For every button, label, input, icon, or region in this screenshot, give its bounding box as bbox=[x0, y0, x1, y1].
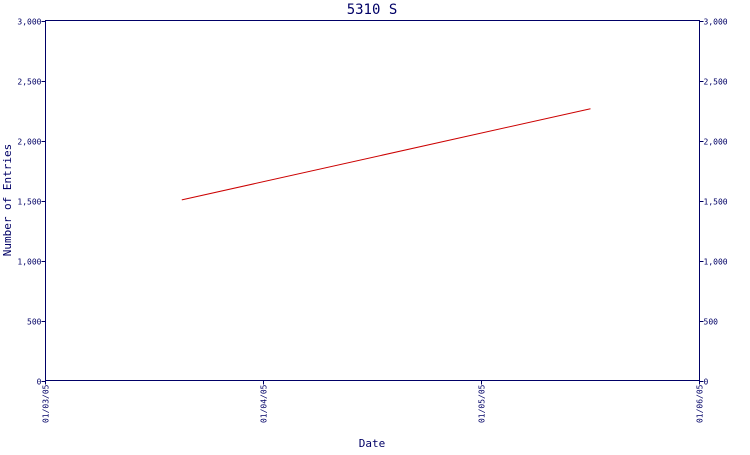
y-tick-label-right: 3,000 bbox=[704, 18, 728, 27]
axis-ticks: 0 0 500 500 1,000 1,000 1,500 1,500 2,000 2,000 2,… bbox=[17, 18, 727, 424]
y-tick-label-left: 3,000 bbox=[17, 18, 41, 27]
x-tick-label: 01/03/05 bbox=[42, 384, 51, 423]
y-tick-label-right: 2,500 bbox=[704, 78, 728, 87]
x-axis-title: Date bbox=[359, 437, 386, 450]
series-layer bbox=[181, 108, 591, 201]
x-tick-label: 01/05/05 bbox=[478, 384, 487, 423]
y-tick-label-right: 1,500 bbox=[704, 198, 728, 207]
y-tick-label-left: 500 bbox=[27, 318, 42, 327]
y-tick-label-left: 0 bbox=[37, 378, 42, 387]
x-tick-label: 01/06/05 bbox=[696, 384, 705, 423]
y-tick-label-left: 1,000 bbox=[17, 258, 41, 267]
y-tick-label-right: 500 bbox=[704, 318, 719, 327]
x-tick-label: 01/04/05 bbox=[260, 384, 269, 423]
y-tick-label-left: 2,500 bbox=[17, 78, 41, 87]
plot-area bbox=[45, 20, 700, 381]
series-line bbox=[181, 108, 591, 201]
y-axis-title: Number of Entries bbox=[1, 144, 14, 257]
y-tick-label-left: 1,500 bbox=[17, 198, 41, 207]
y-tick-label-left: 2,000 bbox=[17, 138, 41, 147]
y-tick-label-right: 1,000 bbox=[704, 258, 728, 267]
chart-title: 5310 S bbox=[347, 2, 398, 18]
y-tick-label-right: 0 bbox=[704, 378, 709, 387]
y-tick-label-right: 2,000 bbox=[704, 138, 728, 147]
